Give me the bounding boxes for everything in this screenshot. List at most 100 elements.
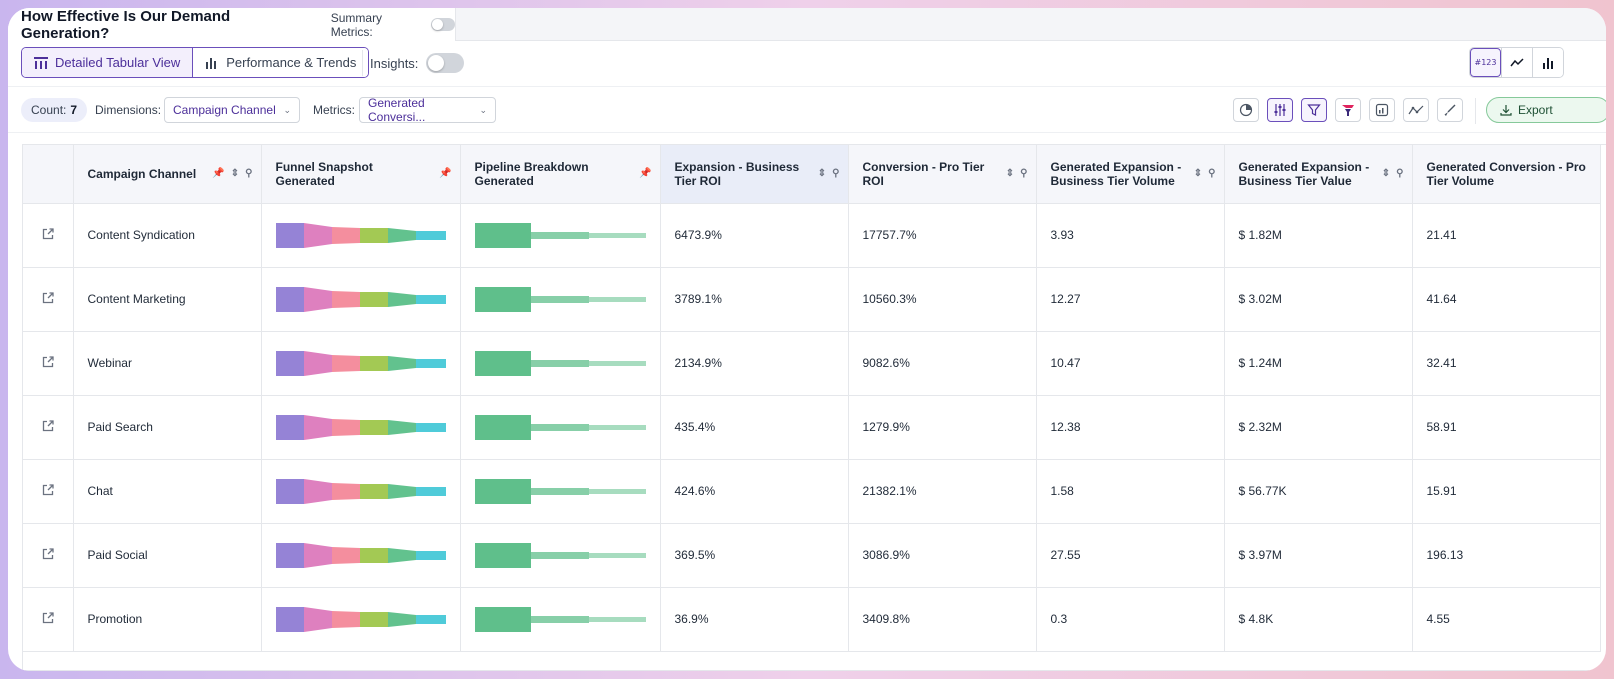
summary-metrics-toggle[interactable] [431,18,455,31]
table-row[interactable]: Paid Search 435.4% 1279.9% 12.38 $ 2.32M 58.9… [23,395,1601,460]
table-body: Content Syndication 6473.9% 17757.7% 3.93 $ … [23,203,1601,652]
filter-button[interactable] [1301,98,1327,122]
cell-expansion-roi: 6473.9% [660,203,849,268]
table-row[interactable]: Paid Social 369.5% 3086.9% 27.55 $ 3.97M 196.… [23,523,1601,588]
external-link-icon[interactable] [41,611,55,625]
cell-expansion-volume: 3.93 [1036,203,1225,268]
filter-toolbar: Count: 7 Dimensions: Campaign Channel ⌄ … [8,87,1606,133]
divider [1475,98,1476,124]
external-link-icon[interactable] [41,355,55,369]
external-link-icon[interactable] [41,291,55,305]
table-row[interactable]: Promotion 36.9% 3409.8% 0.3 $ 4.8K 4.55 [23,587,1601,652]
table-row[interactable]: Content Marketing 3789.1% 10560.3% 12.27 $ 3… [23,267,1601,332]
line-chart-icon [1510,57,1524,66]
pin-icon[interactable]: 📌 [439,168,452,180]
pipeline-breakdown-chart [474,542,646,568]
open-link-cell[interactable] [23,395,74,460]
insights-control: Insights: [370,53,465,73]
cell-conversion-roi: 9082.6% [848,331,1037,396]
cell-campaign-channel: Chat [73,459,262,524]
cell-campaign-channel: Paid Social [73,523,262,588]
bar-chart-icon [1543,57,1553,69]
funnel-snapshot-chart [275,606,446,632]
header-funnel-snapshot[interactable]: Funnel Snapshot Generated 📌 [261,145,461,204]
external-link-icon[interactable] [41,227,55,241]
tab-detailed-tabular-view[interactable]: Detailed Tabular View [22,48,194,77]
cell-expansion-value: $ 56.77K [1224,459,1413,524]
chart-settings-button[interactable] [1369,98,1395,122]
external-link-icon[interactable] [41,547,55,561]
number-view-button[interactable]: #123 [1470,48,1501,77]
open-link-cell[interactable] [23,459,74,524]
pipeline-breakdown-chart [474,414,646,440]
header-pipeline-breakdown[interactable]: Pipeline Breakdown Generated 📌 [460,145,661,204]
line-view-button[interactable] [1501,48,1532,77]
external-link-icon[interactable] [41,483,55,497]
funnel-logo-icon [1342,105,1354,116]
header-expansion-roi[interactable]: Expansion - Business Tier ROI ⇕ ⚲ [660,145,849,204]
pipeline-breakdown-chart [474,606,646,632]
header-campaign-channel[interactable]: Campaign Channel 📌 ⇕ ⚲ [73,145,262,204]
trend-tool-button[interactable] [1403,98,1429,122]
metrics-value: Generated Conversi... [368,96,426,124]
cell-expansion-roi: 424.6% [660,459,849,524]
table-row[interactable]: Content Syndication 6473.9% 17757.7% 3.93 $ … [23,203,1601,268]
cell-expansion-roi: 3789.1% [660,267,849,332]
open-link-cell[interactable] [23,331,74,396]
brush-tool-button[interactable] [1437,98,1463,122]
cell-funnel-snapshot [261,523,461,588]
table-row[interactable]: Chat 424.6% 21382.1% 1.58 $ 56.77K 15.91 [23,459,1601,524]
sort-icon[interactable]: ⇕ [1381,168,1391,180]
sort-icon[interactable]: ⇕ [1193,168,1203,180]
export-button[interactable]: Export [1486,97,1606,123]
header-label: Funnel Snapshot Generated [275,159,373,188]
funnel-snapshot-chart [275,222,446,248]
tab-detailed-label: Detailed Tabular View [55,55,181,70]
search-icon[interactable]: ⚲ [1396,168,1404,180]
search-icon[interactable]: ⚲ [1208,168,1216,180]
pin-icon[interactable]: 📌 [212,168,225,180]
data-table: Campaign Channel 📌 ⇕ ⚲ Funnel Snapshot Gene… [23,145,1601,652]
open-link-cell[interactable] [23,523,74,588]
report-title-tab[interactable]: How Effective Is Our Demand Generation? … [8,8,456,42]
metrics-select[interactable]: Generated Conversi... ⌄ [359,96,496,124]
bar-view-button[interactable] [1532,48,1563,77]
cell-conversion-volume: 21.41 [1412,203,1601,268]
table-row[interactable]: Webinar 2134.9% 9082.6% 10.47 $ 1.24M 32.41 [23,331,1601,396]
pie-chart-tool-button[interactable] [1233,98,1259,122]
cell-pipeline-breakdown [460,267,661,332]
open-link-cell[interactable] [23,267,74,332]
header-conversion-volume[interactable]: Generated Conversion - Pro Tier Volume [1412,145,1601,204]
adjust-columns-button[interactable] [1267,98,1293,122]
cell-expansion-value: $ 2.32M [1224,395,1413,460]
sort-icon[interactable]: ⇕ [230,168,240,180]
search-icon[interactable]: ⚲ [1020,168,1028,180]
bar-chart-icon [206,57,217,69]
pin-icon[interactable]: 📌 [639,168,652,180]
search-icon[interactable]: ⚲ [245,168,253,180]
cell-conversion-volume: 4.55 [1412,587,1601,652]
filter-icon [1307,104,1321,116]
cell-pipeline-breakdown [460,587,661,652]
cell-expansion-value: $ 1.24M [1224,331,1413,396]
header-expansion-value[interactable]: Generated Expansion - Business Tier Valu… [1224,145,1413,204]
header-label: Generated Expansion - Business Tier Valu… [1238,159,1370,188]
header-expansion-volume[interactable]: Generated Expansion - Business Tier Volu… [1036,145,1225,204]
external-link-icon[interactable] [41,419,55,433]
dimensions-select[interactable]: Campaign Channel ⌄ [164,97,300,123]
open-link-cell[interactable] [23,587,74,652]
table-header-row: Campaign Channel 📌 ⇕ ⚲ Funnel Snapshot Gene… [23,145,1601,204]
sort-icon[interactable]: ⇕ [1005,168,1015,180]
insights-label: Insights: [370,55,419,71]
header-conversion-roi[interactable]: Conversion - Pro Tier ROI ⇕ ⚲ [848,145,1037,204]
cell-conversion-roi: 1279.9% [848,395,1037,460]
tab-performance-trends[interactable]: Performance & Trends [193,48,369,77]
cell-campaign-channel: Paid Search [73,395,262,460]
cell-funnel-snapshot [261,587,461,652]
funnel-tool-button[interactable] [1335,98,1361,122]
insights-toggle[interactable] [426,53,465,73]
cell-expansion-volume: 10.47 [1036,331,1225,396]
open-link-cell[interactable] [23,203,74,268]
sort-descending-icon[interactable]: ⇕ [817,168,827,180]
search-icon[interactable]: ⚲ [832,168,840,180]
